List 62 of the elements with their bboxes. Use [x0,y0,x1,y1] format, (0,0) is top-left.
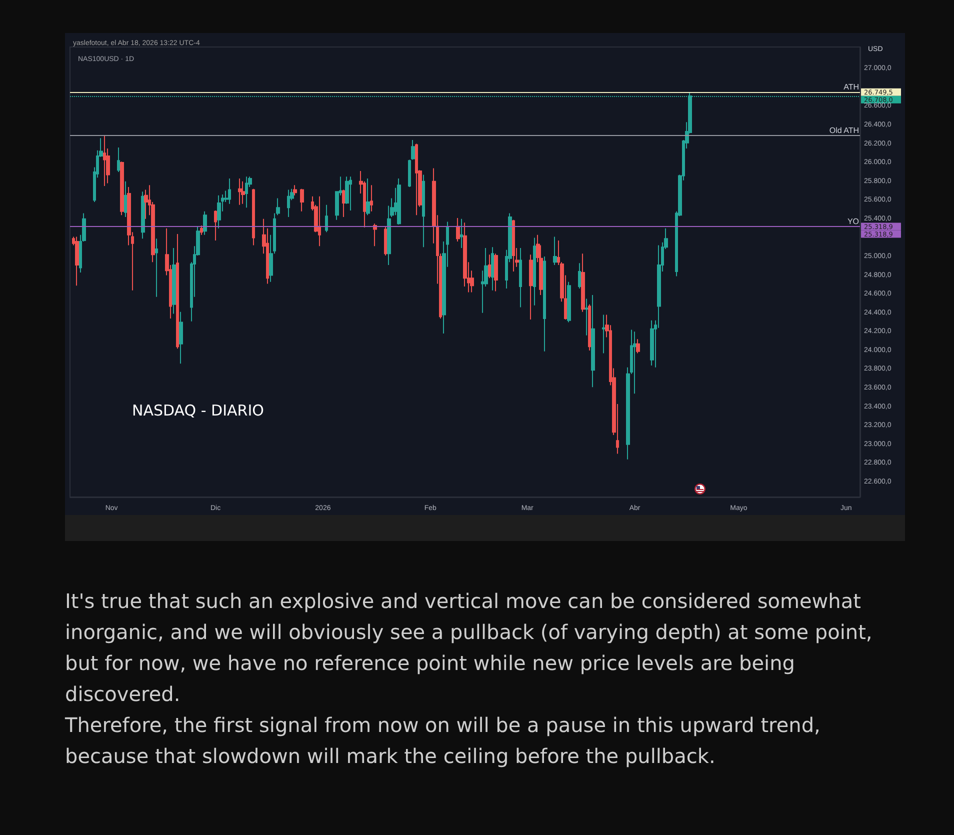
candlestick [172,248,176,314]
candlestick [228,178,231,204]
candlestick [217,194,221,229]
candlestick [408,159,411,188]
candlestick [460,218,463,249]
candlestick [141,191,145,240]
candlestick [512,219,515,272]
text: It's true that such an explosive and vertical move can be considered somewhat inorganic, and we will obviously see a pullback (of varying depth) at some point, but for now, we have no reference point while new price levels are being discovered. Therefore, the first signal from now on will be a pause in this upward trend, because that slowdown will mark the ceiling before the pullback. [65,588,874,770]
candlestick [342,189,345,218]
candlestick [491,246,494,291]
ref-line-label: ATH [844,82,860,92]
candlestick [287,189,290,218]
candlestick [633,331,637,394]
candlestick [591,294,595,388]
candlestick [636,338,640,354]
candlestick [533,237,536,306]
candlestick [325,204,328,233]
candlestick [179,311,183,364]
candlestick [300,188,304,212]
candlestick [238,178,242,206]
candlestick [553,236,557,266]
candlestick [200,224,203,236]
candlestick [370,184,373,212]
candlestick [397,178,401,226]
candlestick [588,304,591,351]
candlestick [578,262,581,289]
candlestick [144,189,148,220]
candlestick [384,226,387,256]
candlestick [366,178,370,216]
candlestick [373,223,377,247]
candlestick [203,210,207,236]
annotation: NASDAQ - DIARIO [132,402,264,420]
candlestick [117,147,120,172]
candlestick [415,143,418,216]
ref-line-label: YO [847,217,859,226]
candlestick [75,236,79,286]
candlestick [650,320,654,366]
candlestick [488,254,491,279]
candlestick [585,298,588,336]
ref-line-label: Old ATH [829,126,860,135]
candlestick [155,238,158,298]
candlestick [124,180,127,218]
candlestick [411,140,415,160]
candlestick [567,281,571,323]
candlestick [103,134,106,187]
candlestick [241,180,245,204]
candlestick [349,176,352,211]
candlestick [176,233,179,350]
candlestick [318,196,321,247]
candlestick [602,314,605,354]
candlestick [543,256,546,352]
candlestick [529,254,533,320]
candlestick [214,210,217,242]
candlestick [581,253,585,312]
candlestick [494,253,498,292]
candlestick [252,188,255,246]
candlestick [422,174,425,248]
candlestick [456,217,460,242]
candlestick [120,161,124,216]
candlestick [245,176,248,208]
candlestick [519,248,522,308]
candlestick [293,184,297,196]
